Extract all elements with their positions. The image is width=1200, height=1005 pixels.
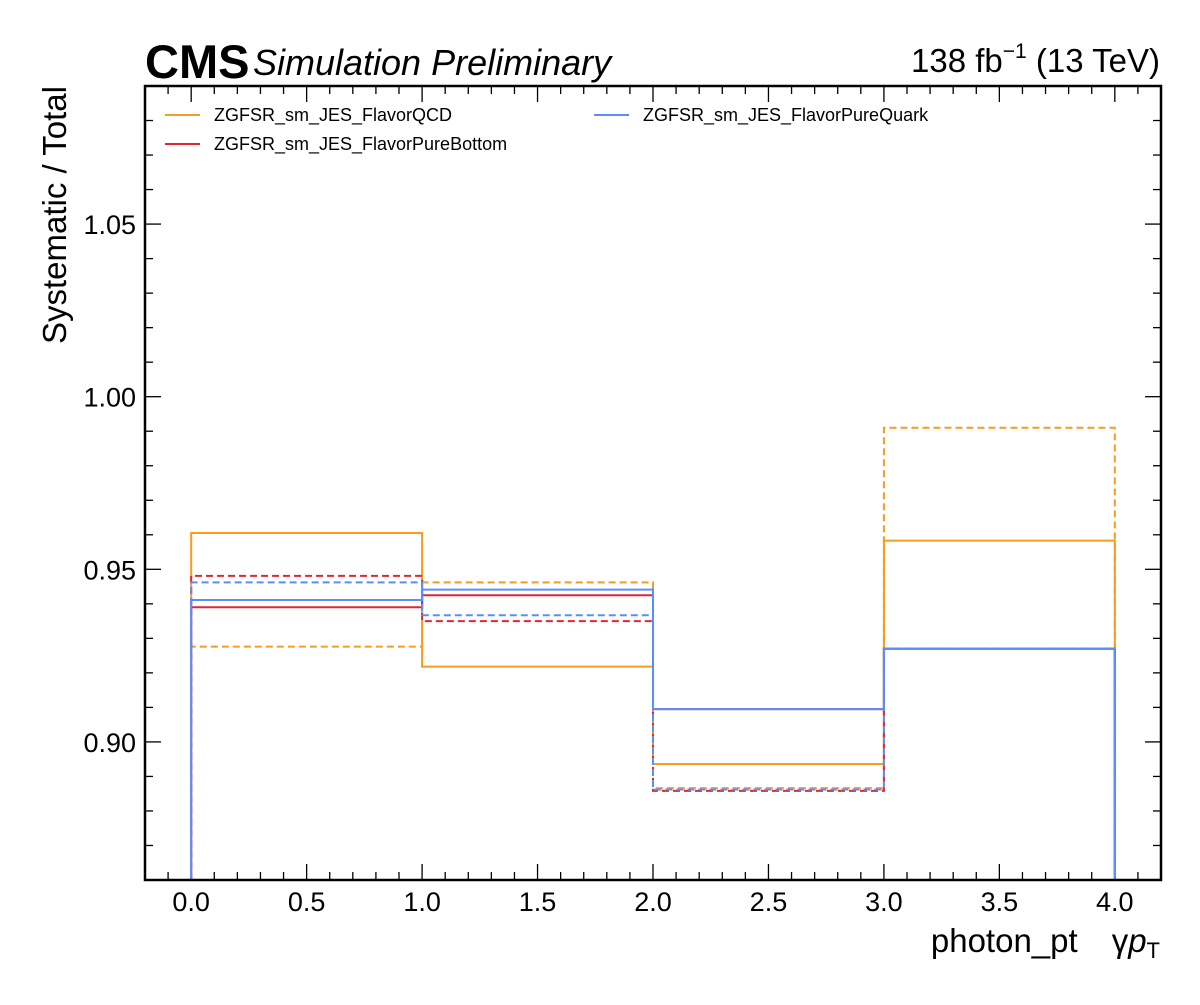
legend-label-flavor-qcd: ZGFSR_sm_JES_FlavorQCD	[214, 105, 452, 126]
x-tick-label: 1.0	[403, 887, 441, 917]
cms-label: CMS	[145, 35, 249, 88]
x-axis-label-p: p	[1127, 922, 1146, 959]
y-tick-label: 0.95	[83, 555, 136, 585]
x-axis-label-name: photon_pt	[931, 922, 1078, 959]
x-tick-label: 2.5	[750, 887, 788, 917]
lumi-value: 138 fb	[911, 42, 1003, 79]
legend: ZGFSR_sm_JES_FlavorQCD ZGFSR_sm_JES_Flav…	[165, 105, 929, 155]
x-tick-label: 2.0	[634, 887, 672, 917]
x-axis-label: photon_pt γpT	[931, 922, 1160, 963]
y-axis-label: Systematic / Total	[36, 86, 73, 344]
legend-label-flavor-pure-quark: ZGFSR_sm_JES_FlavorPureQuark	[643, 105, 929, 126]
x-tick-label: 0.5	[288, 887, 326, 917]
y-tick-label: 1.05	[83, 210, 136, 240]
legend-label-flavor-pure-bottom: ZGFSR_sm_JES_FlavorPureBottom	[214, 134, 507, 155]
x-tick-label: 0.0	[172, 887, 210, 917]
x-axis-label-symbol: γ	[1112, 922, 1129, 959]
y-tick-label: 1.00	[83, 383, 136, 413]
lumi-exponent: −1	[1003, 40, 1027, 63]
plot-frame	[143, 84, 1163, 882]
luminosity-label: 138 fb−1 (13 TeV)	[911, 40, 1160, 79]
x-tick-label: 1.5	[519, 887, 557, 917]
x-tick-label: 3.5	[981, 887, 1019, 917]
status-label: Simulation Preliminary	[253, 42, 613, 83]
x-tick-label: 4.0	[1096, 887, 1134, 917]
y-tick-label: 0.90	[83, 728, 136, 758]
tick-labels: 0.0 0.5 1.0 1.5 2.0 2.5 3.0 3.5 4.0 0.90 0.95 1.00 1…	[83, 210, 1133, 917]
x-axis-label-subscript: T	[1147, 938, 1160, 963]
x-tick-label: 3.0	[865, 887, 903, 917]
series-flavor-pure-quark-dashed	[190, 581, 1116, 880]
lumi-energy: (13 TeV)	[1027, 42, 1160, 79]
series-group	[190, 426, 1116, 880]
